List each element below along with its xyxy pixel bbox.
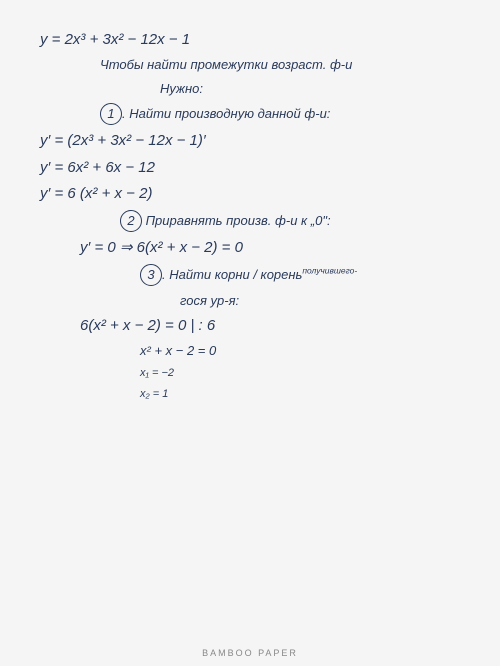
solve-line-1: 6(x² + x − 2) = 0 | : 6 [40, 316, 475, 336]
app-watermark: BAMBOO PAPER [0, 648, 500, 658]
root-2: x₂ = 1 [40, 387, 475, 402]
step-1-text: . Найти производную данной ф-и: [122, 106, 330, 121]
equation-zero: y′ = 0 ⇒ 6(x² + x − 2) = 0 [40, 238, 475, 258]
step-2: 2 Приравнять произв. ф-и к „0": [40, 210, 475, 232]
step-3-sup: получившего- [302, 266, 357, 276]
step-3-text-a: . Найти корни / корень [162, 267, 302, 282]
derivative-expr-3: y′ = 6 (x² + x − 2) [40, 184, 475, 204]
circled-number-2: 2 [120, 210, 142, 232]
instruction-line-2: Нужно: [40, 80, 475, 98]
derivative-expr-1: y′ = (2x³ + 3x² − 12x − 1)′ [40, 131, 475, 151]
step-3-cont: гося ур-я: [40, 292, 475, 310]
step-3: 3. Найти корни / кореньполучившего- [40, 264, 475, 286]
instruction-line-1: Чтобы найти промежутки возраст. ф-и [40, 56, 475, 74]
circled-number-1: 1 [100, 103, 122, 125]
handwritten-page: y = 2x³ + 3x² − 12x − 1 Чтобы найти пром… [0, 0, 500, 417]
solve-line-2: x² + x − 2 = 0 [40, 342, 475, 360]
circled-number-3: 3 [140, 264, 162, 286]
root-1: x₁ = −2 [40, 366, 475, 381]
step-2-text: Приравнять произв. ф-и к „0": [142, 213, 331, 228]
step-1: 1. Найти производную данной ф-и: [40, 103, 475, 125]
equation-main: y = 2x³ + 3x² − 12x − 1 [40, 30, 475, 50]
derivative-expr-2: y′ = 6x² + 6x − 12 [40, 158, 475, 178]
